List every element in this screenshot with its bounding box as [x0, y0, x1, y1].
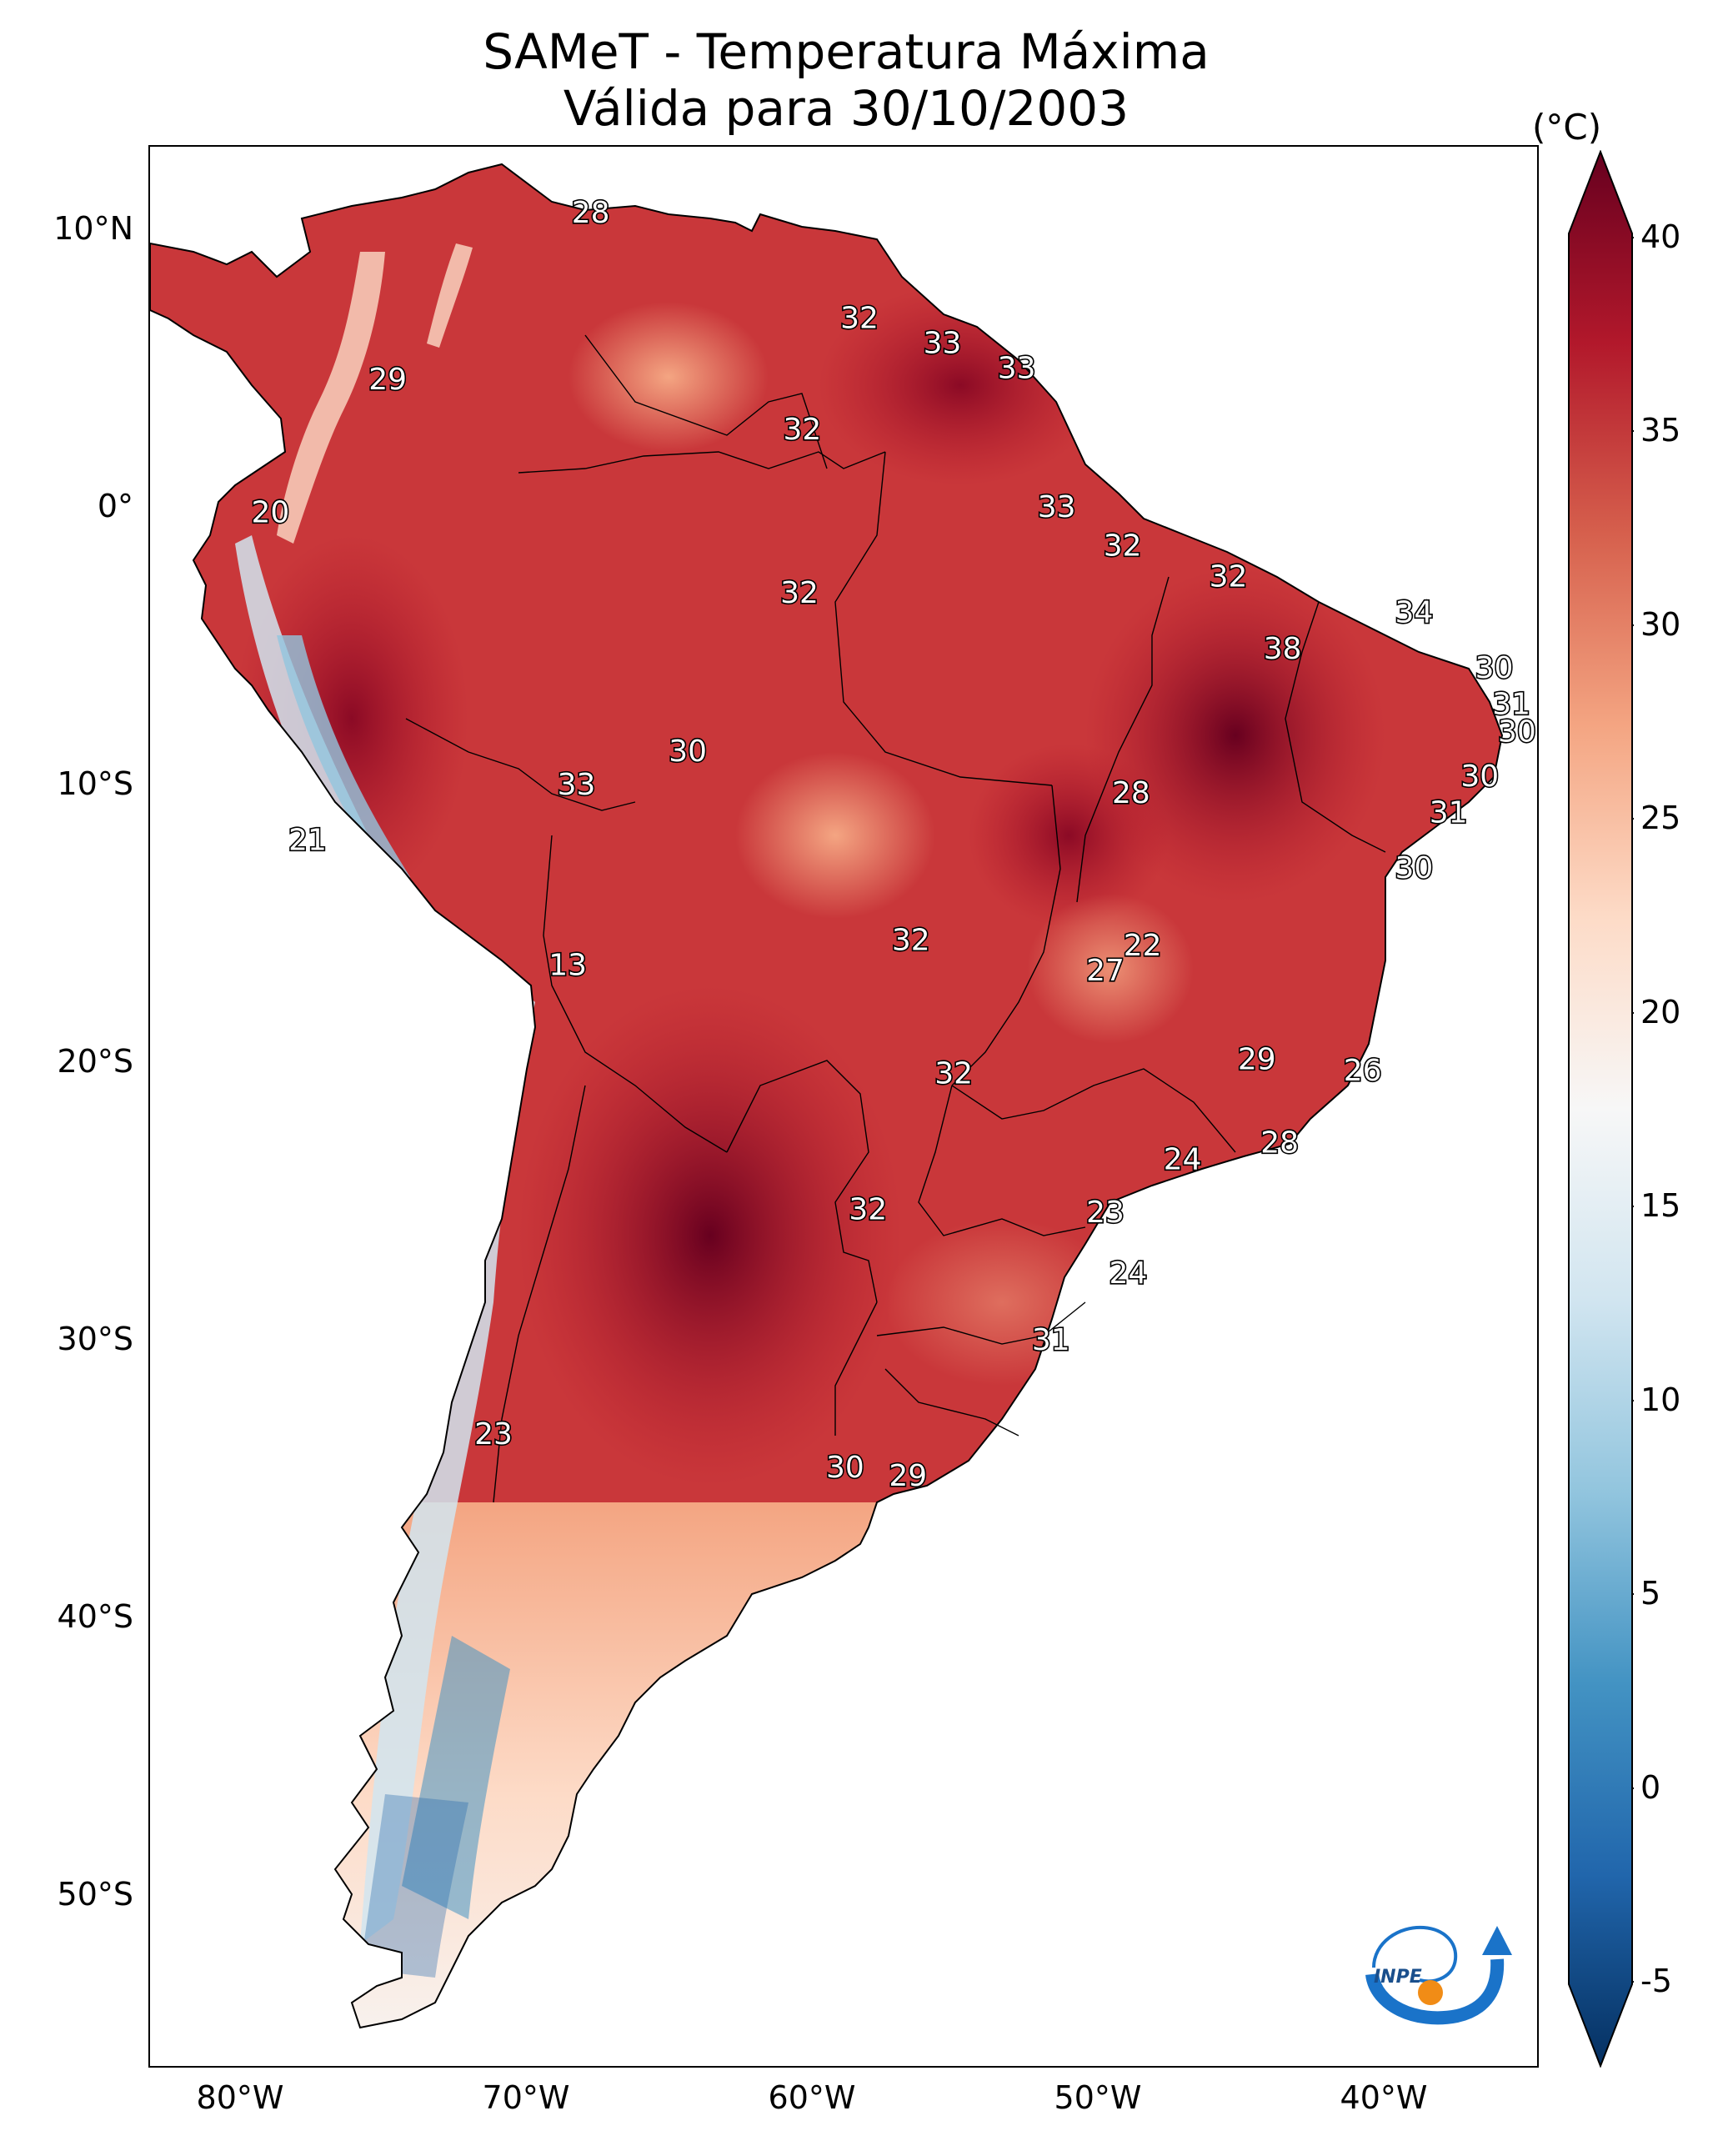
colorbar-tick-label: 10: [1640, 1381, 1681, 1418]
colorbar-tick-label: 15: [1640, 1187, 1681, 1224]
station-temperature-label: 32: [1104, 529, 1142, 564]
station-temperature-label: 30: [826, 1451, 864, 1485]
station-temperature-label: 30: [1395, 851, 1433, 885]
station-temperature-label: 32: [840, 302, 879, 336]
station-temperature-label: 28: [1112, 776, 1150, 810]
station-temperature-label: 30: [1475, 651, 1514, 685]
station-temperature-label: 29: [368, 363, 407, 397]
station-temperature-label: 33: [998, 352, 1036, 386]
colorbar-tick-label: -5: [1640, 1963, 1672, 1999]
lat-tick-label: 30°S: [57, 1321, 133, 1357]
station-temperature-label: 32: [934, 1056, 973, 1091]
station-temperature-label: 20: [251, 496, 289, 530]
map-title: SAMeT - Temperatura Máxima Válida para 3…: [150, 23, 1542, 137]
inpe-logo: INPE: [1365, 1925, 1512, 2025]
title-line-1: SAMeT - Temperatura Máxima: [483, 23, 1210, 80]
station-temperature-label: 23: [474, 1417, 513, 1452]
colorbar-tick-label: 20: [1640, 994, 1681, 1030]
station-temperature-label: 33: [924, 327, 962, 361]
colorbar: [1568, 150, 1634, 2068]
colorbar-tick-label: 25: [1640, 800, 1681, 836]
svg-text:INPE: INPE: [1374, 1967, 1422, 1988]
lat-tick-label: 40°S: [57, 1598, 133, 1635]
title-line-2: Válida para 30/10/2003: [563, 80, 1129, 137]
station-temperature-label: 32: [849, 1193, 887, 1227]
colorbar-tick-label: 35: [1640, 412, 1681, 449]
station-temperature-label: 22: [1124, 929, 1162, 963]
station-temperature-label: 30: [1460, 760, 1499, 794]
map-area[interactable]: 28 32 33 33 29 32 33 20 32 32 32 34 38 30 31 30 30 30 33 28…: [148, 145, 1539, 2068]
station-temperature-label: 30: [1498, 715, 1536, 750]
station-temperature-label: 29: [1238, 1043, 1276, 1077]
station-temperature-label: 32: [1210, 559, 1248, 594]
station-temperature-label: 32: [780, 576, 819, 610]
station-temperature-label: 33: [1038, 490, 1076, 524]
station-temperature-label: 32: [783, 413, 821, 447]
station-temperature-label: 38: [1264, 632, 1302, 666]
station-temperature-label: 33: [558, 768, 596, 802]
lat-tick-label: 10°N: [53, 210, 133, 247]
lon-tick-label: 50°W: [1054, 2079, 1142, 2116]
station-temperature-label: 26: [1344, 1054, 1382, 1088]
station-temperature-label: 21: [288, 824, 327, 858]
colorbar-tick-label: 40: [1640, 218, 1681, 255]
lat-tick-label: 20°S: [57, 1043, 133, 1080]
lat-tick-label: 10°S: [57, 765, 133, 802]
station-temperature-label: 29: [889, 1459, 927, 1493]
lat-tick-label: 0°: [97, 488, 133, 524]
station-temperature-label: 23: [1086, 1196, 1124, 1230]
station-temperature-label: 30: [669, 735, 707, 769]
station-temperature-label: 34: [1395, 596, 1433, 630]
station-temperature-label: 24: [1109, 1256, 1147, 1291]
station-temperature-label: 31: [1492, 687, 1530, 721]
station-temperature-label: 28: [1260, 1126, 1299, 1161]
colorbar-tick-label: 5: [1640, 1575, 1661, 1612]
station-temperature-label: 24: [1164, 1143, 1202, 1177]
lon-tick-label: 80°W: [196, 2079, 284, 2116]
colorbar-tick-label: 0: [1640, 1769, 1661, 1806]
station-temperature-label: 31: [1032, 1323, 1070, 1357]
lon-tick-label: 60°W: [768, 2079, 856, 2116]
country-borders: [405, 334, 1386, 1503]
station-temperature-label: 13: [548, 948, 587, 982]
colorbar-tick-label: 30: [1640, 606, 1681, 643]
lat-tick-label: 50°S: [57, 1876, 133, 1913]
lon-tick-label: 40°W: [1340, 2079, 1428, 2116]
station-temperature-label: 31: [1430, 795, 1468, 830]
station-temperature-label: 32: [892, 924, 930, 958]
station-temperature-label: 28: [572, 196, 610, 230]
colorbar-unit: (°C): [1532, 107, 1602, 148]
lon-tick-label: 70°W: [482, 2079, 570, 2116]
station-temperature-label: 27: [1086, 954, 1124, 988]
